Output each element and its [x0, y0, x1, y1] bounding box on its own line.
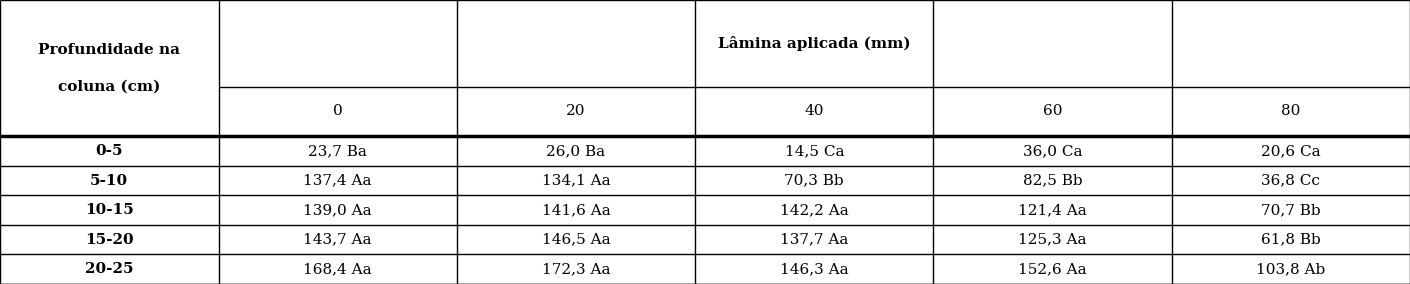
Text: 141,6 Aa: 141,6 Aa [541, 203, 611, 217]
Text: 142,2 Aa: 142,2 Aa [780, 203, 849, 217]
Text: 70,3 Bb: 70,3 Bb [784, 174, 845, 188]
Text: 61,8 Bb: 61,8 Bb [1261, 233, 1321, 247]
Text: 137,7 Aa: 137,7 Aa [780, 233, 849, 247]
Text: 103,8 Ab: 103,8 Ab [1256, 262, 1325, 276]
Text: 20-25: 20-25 [85, 262, 134, 276]
Text: 40: 40 [805, 105, 823, 118]
Text: 5-10: 5-10 [90, 174, 128, 188]
Text: 80: 80 [1282, 105, 1300, 118]
Text: 14,5 Ca: 14,5 Ca [784, 144, 845, 158]
Text: 82,5 Bb: 82,5 Bb [1022, 174, 1083, 188]
Text: 26,0 Ba: 26,0 Ba [547, 144, 605, 158]
Text: 152,6 Aa: 152,6 Aa [1018, 262, 1087, 276]
Text: 0: 0 [333, 105, 343, 118]
Text: 23,7 Ba: 23,7 Ba [309, 144, 367, 158]
Text: 168,4 Aa: 168,4 Aa [303, 262, 372, 276]
Text: 0-5: 0-5 [96, 144, 123, 158]
Text: 60: 60 [1043, 105, 1062, 118]
Text: 20,6 Ca: 20,6 Ca [1261, 144, 1321, 158]
Text: coluna (cm): coluna (cm) [58, 80, 161, 94]
Text: 20: 20 [567, 105, 585, 118]
Text: 125,3 Aa: 125,3 Aa [1018, 233, 1087, 247]
Text: 36,8 Cc: 36,8 Cc [1262, 174, 1320, 188]
Text: Profundidade na: Profundidade na [38, 43, 180, 57]
Text: 139,0 Aa: 139,0 Aa [303, 203, 372, 217]
Text: 137,4 Aa: 137,4 Aa [303, 174, 372, 188]
Text: 143,7 Aa: 143,7 Aa [303, 233, 372, 247]
Text: 70,7 Bb: 70,7 Bb [1261, 203, 1321, 217]
Text: 146,3 Aa: 146,3 Aa [780, 262, 849, 276]
Text: 10-15: 10-15 [85, 203, 134, 217]
Text: 36,0 Ca: 36,0 Ca [1022, 144, 1083, 158]
Text: 172,3 Aa: 172,3 Aa [541, 262, 611, 276]
Text: 134,1 Aa: 134,1 Aa [541, 174, 611, 188]
Text: 121,4 Aa: 121,4 Aa [1018, 203, 1087, 217]
Text: 146,5 Aa: 146,5 Aa [541, 233, 611, 247]
Text: Lâmina aplicada (mm): Lâmina aplicada (mm) [718, 36, 911, 51]
Text: 15-20: 15-20 [85, 233, 134, 247]
